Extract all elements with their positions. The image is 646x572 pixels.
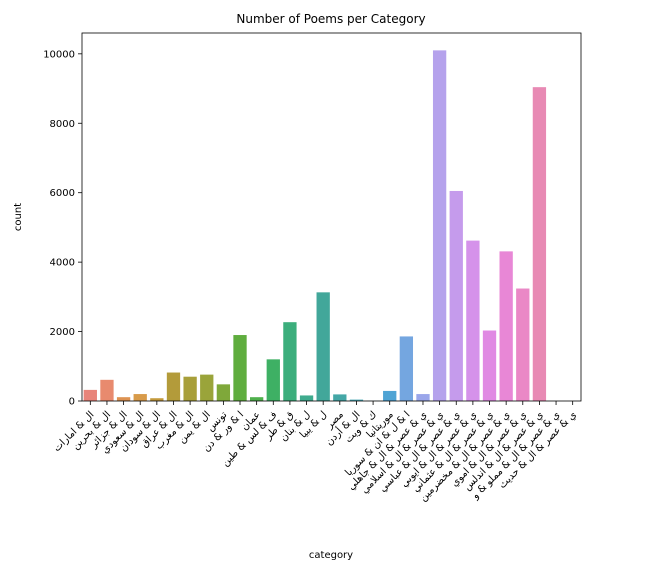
x-axis-label: category — [309, 550, 353, 561]
bar-26 — [516, 288, 530, 401]
bar-9 — [233, 335, 247, 401]
bar-13 — [299, 395, 314, 401]
bar-20 — [416, 394, 430, 401]
chart-title: Number of Poems per Category — [236, 12, 425, 26]
bar-3 — [133, 394, 147, 401]
bar-7 — [200, 374, 214, 401]
bar-2 — [116, 397, 131, 401]
bar-0 — [83, 389, 97, 401]
bar-12 — [283, 322, 297, 401]
bar-11 — [266, 359, 280, 401]
bar-23 — [466, 240, 480, 401]
bar-8 — [216, 384, 231, 401]
bar-4 — [150, 398, 164, 401]
bar-6 — [183, 376, 197, 401]
bar-18 — [383, 390, 397, 401]
y-axis-label: count — [13, 203, 24, 231]
y-tick-label-2: 4000 — [50, 258, 75, 269]
y-tick-label-5: 10000 — [43, 49, 75, 60]
y-tick-label-3: 6000 — [50, 188, 75, 199]
bar-16 — [349, 399, 364, 401]
y-tick-label-0: 0 — [69, 397, 75, 408]
bar-1 — [100, 379, 114, 401]
bar-10 — [250, 397, 264, 401]
plot-frame — [81, 32, 582, 402]
bar-25 — [499, 251, 513, 401]
bar-21 — [432, 50, 447, 402]
bar-27 — [532, 87, 547, 401]
bars-group — [83, 50, 547, 402]
bar-14 — [316, 292, 330, 401]
bar-5 — [166, 372, 181, 401]
bar-22 — [449, 190, 463, 401]
bar-24 — [482, 330, 497, 401]
y-axis: 0 2000 4000 6000 8000 10000 — [43, 49, 82, 408]
bar-19 — [399, 336, 414, 401]
bar-15 — [333, 394, 347, 401]
y-tick-label-4: 8000 — [50, 119, 75, 130]
y-tick-label-1: 2000 — [50, 327, 75, 338]
